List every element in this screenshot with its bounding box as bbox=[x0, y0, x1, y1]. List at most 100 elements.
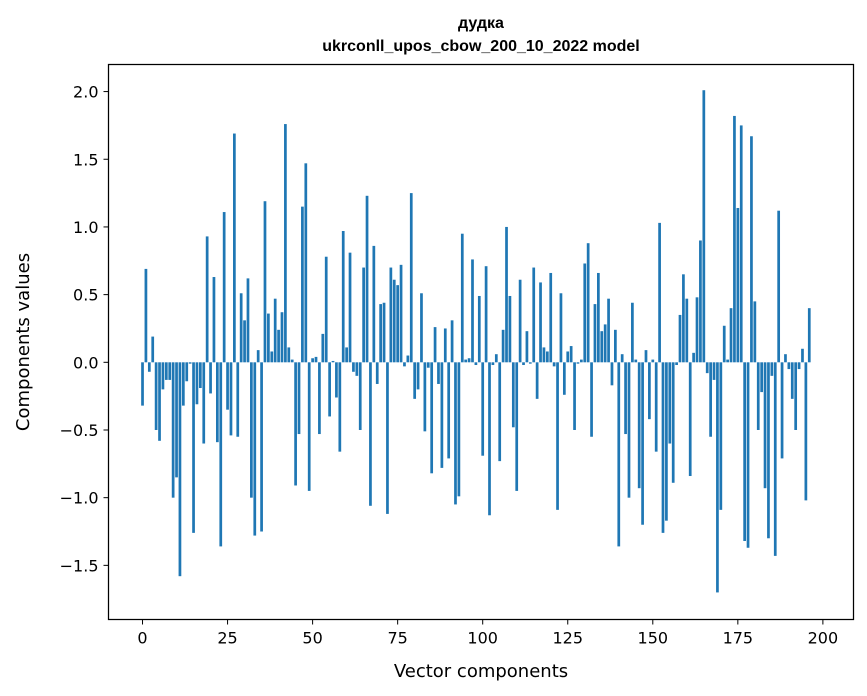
bar-19 bbox=[205, 236, 209, 363]
bar-190 bbox=[787, 362, 791, 370]
bar-40 bbox=[277, 329, 280, 363]
bar-6 bbox=[161, 362, 165, 390]
bar-158 bbox=[678, 314, 682, 363]
y-tick-label: 0.0 bbox=[73, 353, 98, 372]
bar-138 bbox=[610, 362, 614, 386]
bar-146 bbox=[637, 362, 641, 489]
y-tick-label: −0.5 bbox=[60, 421, 99, 440]
bar-173 bbox=[729, 308, 733, 363]
bar-175 bbox=[736, 207, 740, 363]
bar-128 bbox=[576, 362, 580, 364]
bar-109 bbox=[511, 362, 515, 428]
bar-149 bbox=[648, 362, 651, 420]
bar-132 bbox=[590, 362, 593, 437]
bar-1 bbox=[144, 268, 148, 363]
bar-135 bbox=[600, 331, 604, 363]
bar-98 bbox=[474, 362, 478, 366]
bar-78 bbox=[406, 355, 410, 363]
bar-4 bbox=[154, 362, 158, 430]
bar-100 bbox=[481, 362, 485, 456]
bar-124 bbox=[562, 362, 566, 395]
bar-108 bbox=[508, 295, 512, 363]
bar-151 bbox=[654, 362, 658, 452]
bar-159 bbox=[682, 274, 685, 363]
bar-41 bbox=[280, 312, 284, 363]
bar-176 bbox=[739, 125, 743, 363]
bar-93 bbox=[457, 362, 461, 497]
bar-162 bbox=[692, 352, 695, 363]
bar-5 bbox=[158, 362, 161, 441]
bar-24 bbox=[222, 212, 226, 363]
bar-37 bbox=[267, 313, 270, 363]
bar-20 bbox=[209, 362, 212, 394]
bar-115 bbox=[532, 267, 536, 363]
bar-74 bbox=[392, 279, 396, 363]
bar-8 bbox=[168, 362, 172, 380]
bar-114 bbox=[528, 362, 532, 364]
bar-61 bbox=[348, 252, 352, 363]
bar-104 bbox=[494, 354, 498, 363]
y-axis-label: Components values bbox=[13, 253, 34, 431]
x-tick-label: 25 bbox=[217, 629, 237, 648]
bar-65 bbox=[362, 267, 365, 363]
chart-subtitle: ukrconll_upos_cbow_200_10_2022 model bbox=[322, 38, 639, 55]
bar-68 bbox=[372, 245, 376, 363]
x-tick-label: 100 bbox=[467, 629, 498, 648]
x-tick-label: 50 bbox=[302, 629, 322, 648]
bar-88 bbox=[440, 362, 444, 468]
bar-125 bbox=[566, 351, 570, 363]
bar-187 bbox=[777, 210, 781, 363]
bar-106 bbox=[501, 329, 505, 363]
bar-102 bbox=[488, 362, 491, 516]
bar-82 bbox=[420, 293, 423, 363]
bar-185 bbox=[770, 362, 774, 376]
bar-27 bbox=[233, 133, 236, 363]
bar-13 bbox=[185, 362, 189, 382]
bar-51 bbox=[314, 356, 318, 363]
bar-145 bbox=[634, 359, 638, 363]
bar-77 bbox=[403, 362, 406, 367]
bar-171 bbox=[722, 325, 726, 363]
bar-111 bbox=[518, 279, 522, 363]
bar-42 bbox=[284, 124, 287, 363]
bar-122 bbox=[556, 362, 559, 510]
bar-67 bbox=[369, 362, 372, 506]
bar-177 bbox=[743, 362, 747, 541]
bar-164 bbox=[699, 240, 702, 363]
bar-179 bbox=[750, 136, 753, 363]
bar-96 bbox=[467, 358, 471, 363]
bar-2 bbox=[147, 362, 151, 372]
bar-54 bbox=[324, 256, 328, 363]
bar-94 bbox=[460, 233, 464, 363]
x-tick-label: 150 bbox=[638, 629, 669, 648]
x-axis-ticks: 0 25 50 75 100 125 150 175 200 bbox=[137, 619, 838, 648]
bar-76 bbox=[399, 264, 403, 363]
bar-81 bbox=[416, 362, 420, 390]
bar-107 bbox=[505, 226, 508, 363]
bar-75 bbox=[396, 285, 400, 363]
bar-0 bbox=[141, 362, 144, 406]
bar-60 bbox=[345, 347, 348, 363]
bar-186 bbox=[773, 362, 777, 556]
bar-3 bbox=[151, 336, 155, 363]
y-tick-label: −1.5 bbox=[60, 556, 99, 575]
bar-95 bbox=[464, 359, 468, 363]
bar-16 bbox=[195, 362, 199, 405]
bar-92 bbox=[454, 362, 457, 505]
bar-120 bbox=[549, 272, 553, 363]
x-tick-label: 75 bbox=[387, 629, 407, 648]
bar-150 bbox=[651, 359, 655, 363]
bar-172 bbox=[726, 359, 729, 363]
bar-191 bbox=[790, 362, 794, 399]
bar-188 bbox=[780, 362, 784, 459]
bar-64 bbox=[358, 362, 362, 430]
bar-105 bbox=[498, 362, 502, 462]
bar-44 bbox=[290, 359, 294, 363]
bar-21 bbox=[212, 277, 216, 363]
bar-35 bbox=[260, 362, 263, 532]
bar-12 bbox=[181, 362, 185, 406]
bar-160 bbox=[685, 298, 689, 363]
y-tick-label: 0.5 bbox=[73, 286, 98, 305]
bar-157 bbox=[675, 362, 678, 366]
x-tick-label: 175 bbox=[723, 629, 754, 648]
